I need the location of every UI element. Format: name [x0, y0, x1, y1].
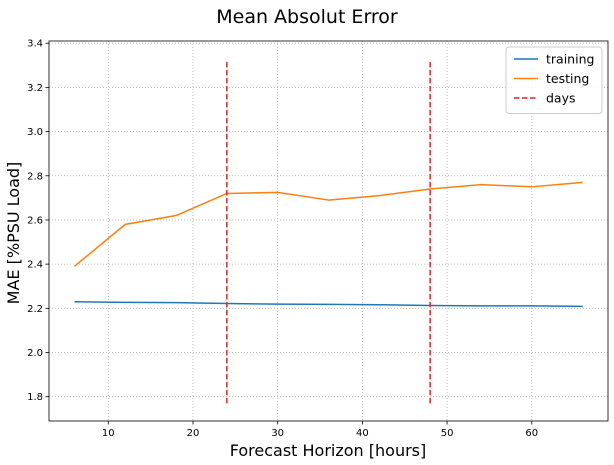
- legend-label-testing: testing: [546, 71, 589, 86]
- series-line-training: [74, 300, 583, 308]
- x-tick-label: 10: [102, 428, 115, 439]
- legend-label-days: days: [546, 91, 576, 106]
- x-tick-label: 30: [271, 428, 284, 439]
- plot-data: [73, 60, 583, 404]
- x-tick-label: 40: [356, 428, 369, 439]
- legend-label-training: training: [546, 52, 594, 67]
- x-tick-label: 20: [187, 428, 200, 439]
- y-tick-label: 3.2: [27, 83, 43, 94]
- y-tick-label: 1.8: [27, 392, 43, 403]
- legend-box: [505, 46, 603, 114]
- grid: [49, 41, 608, 421]
- y-tick-label: 3.0: [27, 127, 43, 138]
- x-tick-label: 50: [441, 428, 454, 439]
- x-axis-label: Forecast Horizon [hours]: [230, 441, 427, 460]
- y-tick-label: 2.0: [27, 348, 43, 359]
- axis-ticks: 10 20 30 40 50 60 1.8 2.0 2.2 2.4 2.6 2.8 3.0 3.2 3.4: [27, 39, 538, 439]
- series-line-testing: [73, 181, 583, 267]
- y-axis-label: MAE [%PSU Load]: [4, 162, 23, 305]
- y-tick-label: 2.2: [27, 304, 43, 315]
- y-tick-label: 2.6: [27, 215, 43, 226]
- chart-title: Mean Absolut Error: [216, 6, 398, 28]
- y-tick-label: 2.8: [27, 171, 43, 182]
- y-tick-label: 3.4: [27, 39, 43, 50]
- plot-frame: [48, 40, 609, 422]
- x-tick-label: 60: [525, 428, 538, 439]
- legend: training testing days: [505, 46, 603, 114]
- y-tick-label: 2.4: [27, 260, 43, 271]
